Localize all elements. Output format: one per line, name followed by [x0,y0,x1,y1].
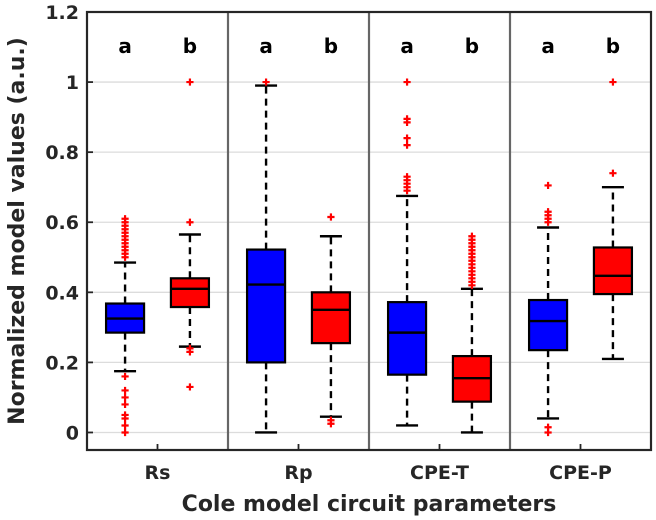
outlier-point [186,78,194,86]
outlier-point [403,134,411,142]
outlier-point [544,181,552,190]
group-label-a: a [259,34,273,58]
outlier-point [403,115,411,123]
outlier-point [544,208,552,216]
group-label-b: b [465,34,479,58]
y-axis-ticks: 0 0.2 0.4 0.6 0.8 1 1.2 [45,2,93,444]
outlier-point [609,169,617,177]
box-iqr [245,248,287,364]
outlier-point [186,344,194,352]
outlier-point [121,215,129,223]
box-cpe-p-a [527,181,569,437]
group-label-b: b [606,34,620,58]
x-tick-label-cpe-p: CPE-P [549,462,612,484]
outlier-point [121,411,129,419]
boxes [104,78,634,437]
outlier-point [121,400,129,409]
box-cpe-p-b [592,78,634,361]
outlier-point [186,218,194,226]
box-rp-b [310,213,352,428]
box-cpe-t-a [386,78,428,427]
group-label-b: b [183,34,197,58]
y-tick-label: 0 [66,422,79,444]
outlier-point [121,393,129,402]
box-iqr [310,291,352,345]
x-tick-label-rs: Rs [145,462,171,484]
outlier-point [609,78,617,86]
group-label-a: a [541,34,555,58]
y-tick-label: 1 [66,72,79,94]
box-cpe-t-b [451,232,493,434]
outlier-point [186,383,194,391]
box-rp-a [245,78,287,434]
y-tick-label: 0.2 [45,352,79,374]
box-iqr [527,298,569,352]
outlier-point [544,423,552,431]
outlier-point [121,372,129,381]
group-label-b: b [324,34,338,58]
y-axis-label: Normalized model values (a.u.) [5,37,30,425]
x-tick-label-rp: Rp [284,462,312,484]
x-axis-ticks: Rs Rp CPE-T CPE-P [145,444,612,484]
outlier-point [262,78,270,86]
outlier-point [403,173,411,181]
y-tick-label: 0.6 [45,212,79,234]
box-rs-a [104,215,146,437]
outlier-point [121,386,129,395]
x-axis-label: Cole model circuit parameters [182,492,557,517]
box-iqr [169,277,211,309]
y-tick-label: 0.8 [45,142,79,164]
outlier-point [403,141,411,149]
group-dividers [226,12,512,450]
outlier-point [403,78,411,86]
outlier-point [468,232,476,240]
box-iqr [386,301,428,376]
group-label-a: a [118,34,132,58]
box-rs-b [169,78,211,391]
y-tick-label: 0.4 [45,282,79,304]
outlier-point [327,213,335,221]
outlier-point [327,416,335,424]
y-tick-label: 1.2 [45,2,79,24]
outlier-point [121,421,129,430]
x-tick-label-cpe-t: CPE-T [410,462,469,484]
outlier-point [121,428,129,437]
group-label-a: a [400,34,414,58]
box-iqr [592,246,634,296]
plot-frame [85,10,653,452]
